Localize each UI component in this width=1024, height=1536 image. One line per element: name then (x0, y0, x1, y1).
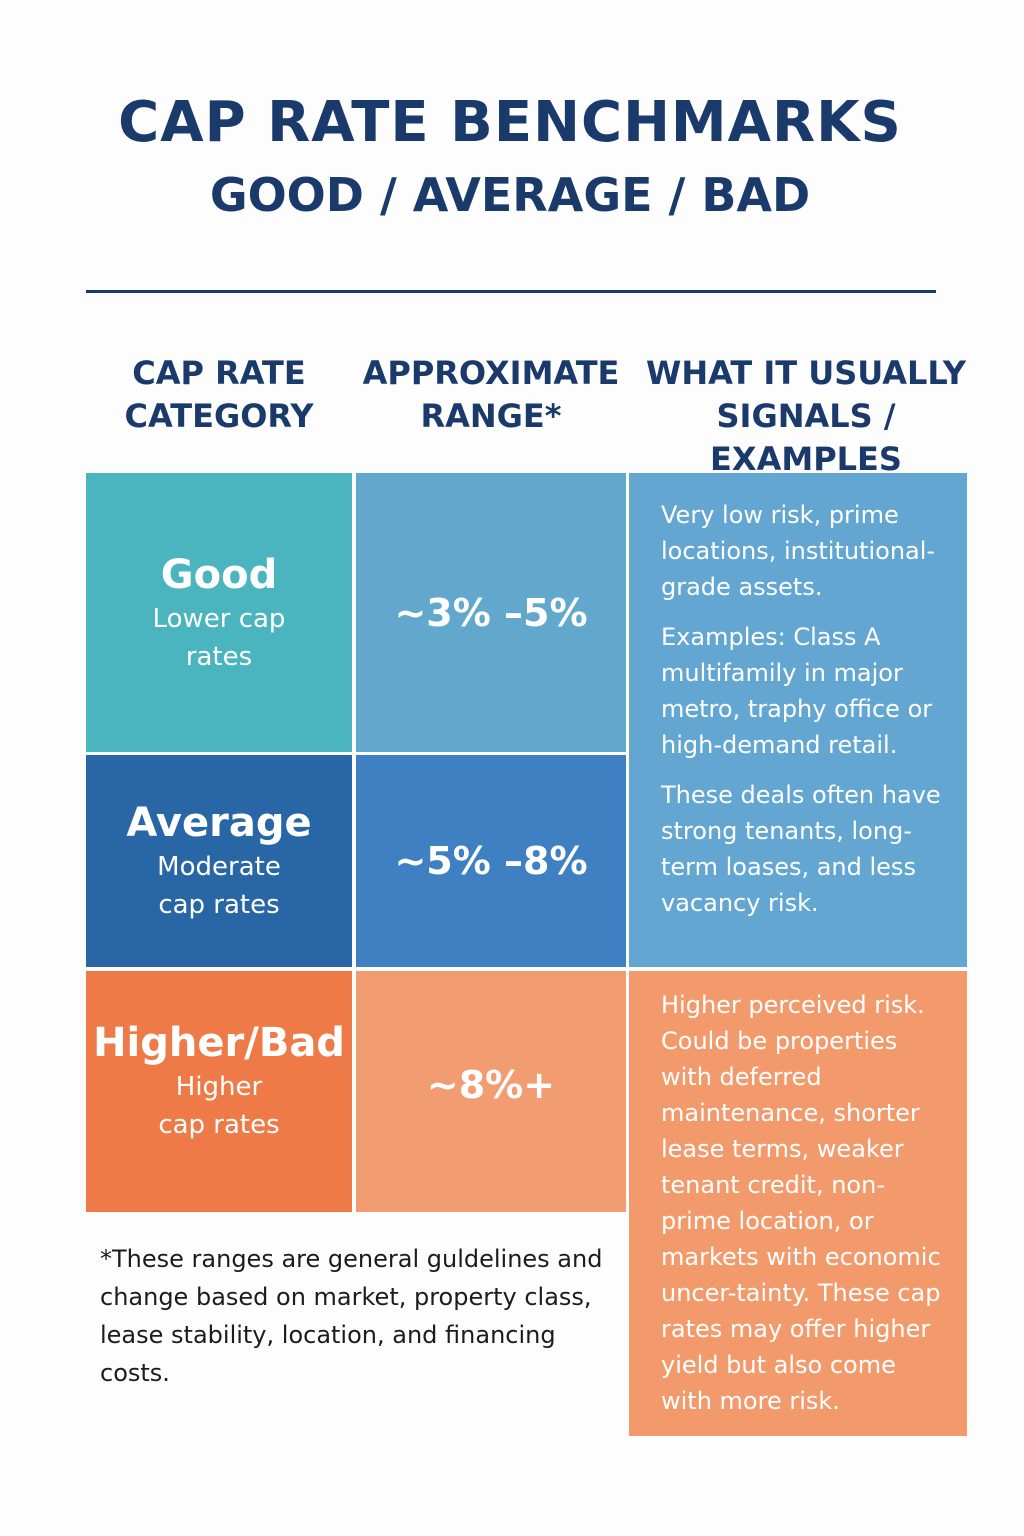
range-cell-average: ~5% –8% (356, 755, 626, 967)
title-divider (86, 290, 936, 293)
category-cell-bad: Higher/Bad Higher cap rates (86, 971, 352, 1212)
category-name-bad: Higher/Bad (93, 1019, 345, 1066)
column-header-category: CAP RATE CATEGORY (124, 354, 314, 435)
range-cell-bad: ~8%+ (356, 971, 626, 1212)
signals-text-high-risk: Higher perceived risk. Could be properti… (661, 991, 941, 1415)
page-title: CAP RATE BENCHMARKS (118, 90, 902, 155)
range-value-average: ~5% –8% (394, 839, 588, 883)
page-subtitle: GOOD / AVERAGE / BAD (209, 168, 811, 222)
signals-text-risk: Very low risk, prime locations, institut… (661, 501, 936, 601)
column-header-range: APPROXIMATE RANGE* (362, 354, 620, 435)
category-cell-good: Good Lower cap rates (86, 473, 352, 752)
signals-text-tenants: These deals often have strong tenants, l… (661, 781, 941, 917)
range-value-good: ~3% –5% (394, 590, 588, 635)
signals-text-examples: Examples: Class A multifamily in major m… (661, 623, 933, 759)
signals-cell-bad: Higher perceived risk. Could be properti… (629, 971, 967, 1436)
category-cell-average: Average Moderate cap rates (86, 755, 352, 967)
category-subtitle-good: Lower cap rates (152, 603, 286, 672)
category-subtitle-bad: Higher cap rates (158, 1071, 280, 1140)
category-name-good: Good (160, 551, 278, 598)
footnote: *These ranges are general guldelines and… (100, 1245, 603, 1387)
range-cell-good: ~3% –5% (356, 473, 626, 752)
category-subtitle-average: Moderate cap rates (157, 852, 281, 920)
column-header-signals: WHAT IT USUALLY SIGNALS / EXAMPLES (646, 354, 966, 478)
signals-cell-good-average: Very low risk, prime locations, institut… (629, 473, 967, 967)
category-name-average: Average (126, 800, 312, 846)
range-value-bad: ~8%+ (426, 1063, 556, 1107)
